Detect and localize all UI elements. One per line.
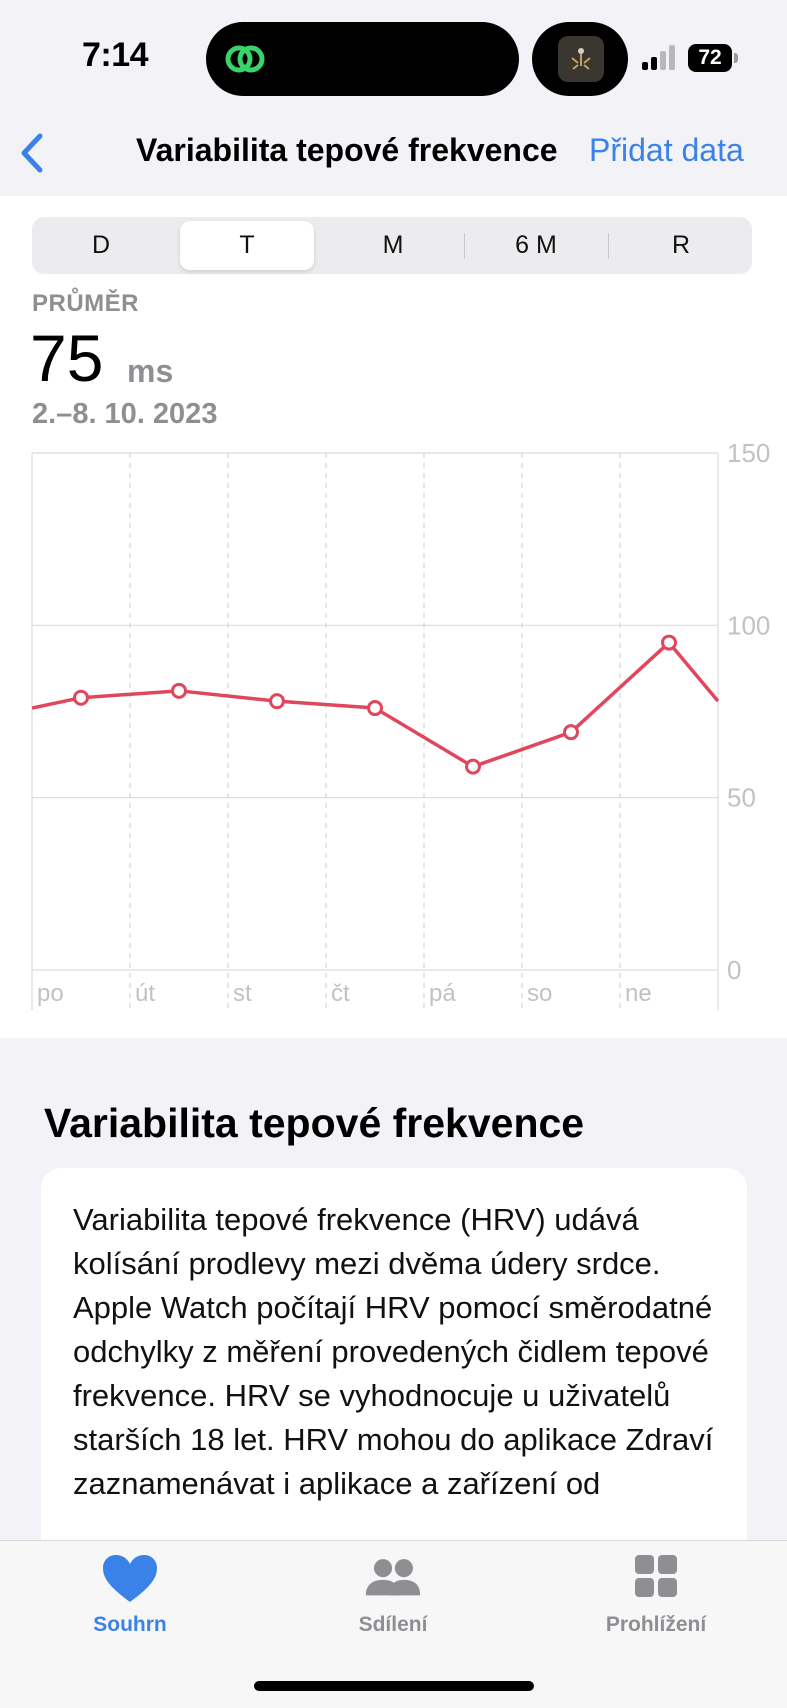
segment-week[interactable]: T bbox=[180, 221, 314, 270]
cellular-signal-icon bbox=[642, 45, 675, 70]
segment-month[interactable]: M bbox=[382, 231, 404, 259]
x-tick-label-po: po bbox=[37, 980, 64, 1007]
x-tick-label-út: út bbox=[135, 980, 155, 1007]
data-point-út bbox=[171, 682, 187, 699]
chevron-left-icon[interactable] bbox=[14, 130, 50, 176]
tab-browse-label: Prohlížení bbox=[605, 1613, 707, 1636]
segment-day[interactable]: D bbox=[91, 231, 111, 259]
tab-sharing[interactable]: Sdílení bbox=[293, 1553, 493, 1637]
people-icon bbox=[365, 1559, 421, 1596]
battery-icon: 72 bbox=[688, 44, 740, 72]
media-activity[interactable] bbox=[532, 22, 628, 96]
status-bar: 7:14 72 bbox=[0, 0, 787, 110]
x-tick-label-so: so bbox=[527, 980, 552, 1007]
page-title: Variabilita tepové frekvence bbox=[136, 132, 558, 168]
data-point-st bbox=[269, 693, 285, 710]
average-unit: ms bbox=[127, 353, 174, 389]
hrv-line-chart[interactable]: 150 100 50 0 po út st čt pá so ne bbox=[0, 436, 787, 1036]
tab-summary[interactable]: Souhrn bbox=[30, 1553, 230, 1637]
heart-icon bbox=[103, 1555, 157, 1602]
date-range: 2.–8. 10. 2023 bbox=[32, 398, 218, 430]
x-tick-label-ne: ne bbox=[625, 980, 652, 1007]
segment-year[interactable]: R bbox=[671, 231, 691, 259]
data-point-čt bbox=[367, 700, 383, 717]
info-description: Variabilita tepové frekvence (HRV) udává… bbox=[73, 1202, 714, 1501]
segment-6-months[interactable]: 6 M bbox=[515, 231, 557, 259]
album-art-icon bbox=[558, 36, 604, 82]
battery-level: 72 bbox=[688, 44, 732, 72]
dynamic-island[interactable] bbox=[206, 22, 519, 96]
grid-icon bbox=[635, 1555, 677, 1597]
time-range-segmented-control[interactable]: D T M 6 M R bbox=[32, 217, 752, 274]
navigation-bar: Variabilita tepové frekvence Přidat data bbox=[0, 110, 787, 196]
y-tick-label: 0 bbox=[727, 955, 741, 985]
info-card: Variabilita tepové frekvence (HRV) udává… bbox=[41, 1168, 747, 1568]
x-tick-label-st: st bbox=[233, 980, 252, 1007]
tab-sharing-label: Sdílení bbox=[358, 1613, 428, 1636]
chart-card: D T M 6 M R PRŮMĚR 75 ms 2.–8. 10. 2023 … bbox=[0, 196, 787, 1038]
x-tick-label-pá: pá bbox=[429, 980, 456, 1007]
link-icon bbox=[225, 45, 265, 73]
tab-summary-label: Souhrn bbox=[93, 1613, 167, 1636]
home-indicator bbox=[254, 1681, 534, 1691]
status-time: 7:14 bbox=[82, 36, 149, 74]
y-tick-label: 100 bbox=[727, 610, 770, 640]
y-tick-label: 50 bbox=[727, 783, 756, 813]
tab-browse[interactable]: Prohlížení bbox=[556, 1553, 756, 1637]
x-tick-label-čt: čt bbox=[331, 980, 350, 1007]
average-value: 75 bbox=[30, 321, 104, 395]
add-data-button[interactable]: Přidat data bbox=[589, 132, 744, 168]
data-point-po bbox=[73, 689, 89, 706]
average-label: PRŮMĚR bbox=[32, 290, 140, 317]
data-point-ne bbox=[661, 634, 677, 651]
y-tick-label: 150 bbox=[727, 438, 770, 468]
data-point-pá bbox=[465, 758, 481, 775]
info-heading: Variabilita tepové frekvence bbox=[44, 1100, 585, 1146]
tab-bar: Souhrn Sdílení Prohlížení bbox=[0, 1540, 787, 1708]
data-point-so bbox=[563, 724, 579, 741]
